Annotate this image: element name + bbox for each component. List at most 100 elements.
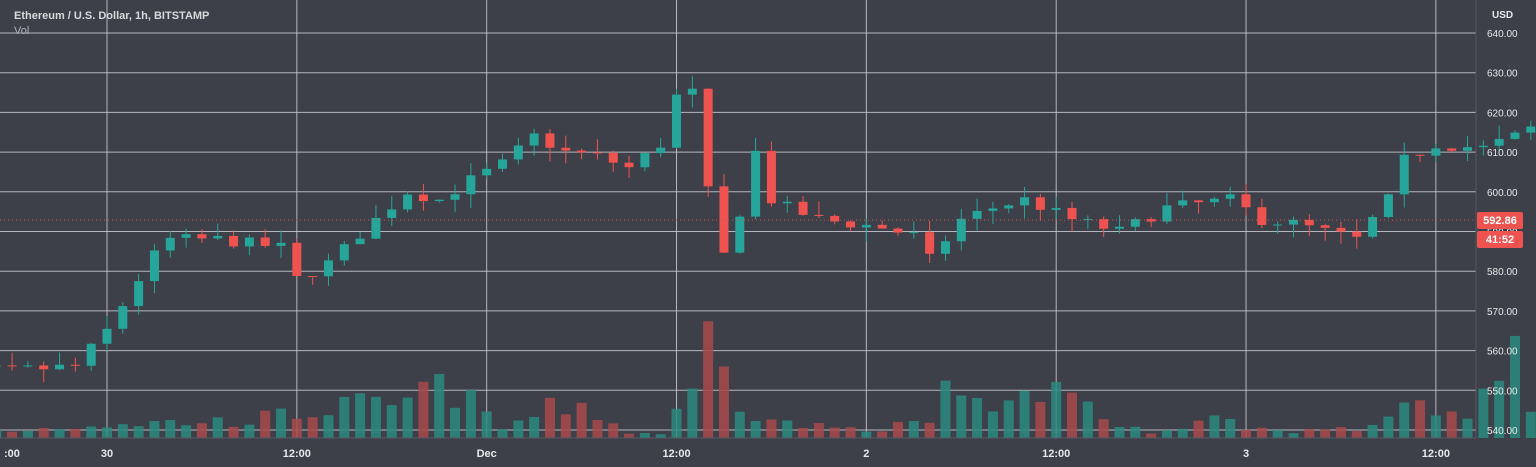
candle-body [1447, 148, 1457, 151]
volume-bar [576, 402, 587, 438]
volume-bar [228, 426, 239, 438]
candle-body [1494, 138, 1504, 146]
candle-body [229, 235, 239, 247]
candle-body [529, 133, 539, 146]
candle-body [1051, 208, 1061, 210]
volume-bar [181, 425, 192, 438]
candle-body [972, 210, 982, 219]
candle-body [39, 365, 49, 370]
symbol-legend[interactable]: Ethereum / U.S. Dollar, 1h, BITSTAMP [14, 10, 210, 22]
candle-body [1004, 205, 1014, 209]
candle-body [498, 159, 507, 169]
candle-body [766, 150, 776, 204]
candle-body [339, 244, 349, 261]
price-axis[interactable]: 540.00550.00560.00570.00580.00590.00600.… [1487, 29, 1518, 437]
candle-body [308, 276, 318, 278]
candle-body [1415, 154, 1425, 156]
candle-body [1114, 226, 1124, 229]
volume-bar [86, 426, 97, 438]
volume-bar [987, 411, 998, 438]
candle-body [877, 224, 887, 229]
volume-bar [1146, 433, 1157, 438]
volume-bar [908, 421, 919, 438]
time-tick-label: 12:00 [283, 448, 311, 460]
time-tick-label: Dec [477, 448, 497, 460]
candle-series [0, 75, 1536, 383]
volume-bar [1193, 420, 1204, 438]
candle-body [1320, 225, 1330, 228]
time-axis[interactable]: :003012:00Dec12:00212:00312:00412:00512:… [4, 448, 1536, 460]
volume-bar [1446, 411, 1457, 438]
candle-body [450, 194, 460, 200]
candle-body [276, 242, 286, 246]
candle-body [956, 218, 966, 242]
candle-body [592, 152, 602, 154]
volume-bar [1019, 390, 1030, 438]
candle-body [1399, 154, 1409, 195]
candle-body [656, 147, 666, 154]
candle-body [1099, 219, 1109, 229]
volume-bar [497, 429, 508, 438]
volume-bar [560, 414, 571, 438]
candle-body [149, 250, 159, 282]
candle-body [323, 260, 333, 277]
candle-body [0, 365, 1, 367]
volume-bar [608, 423, 619, 438]
candle-body [1289, 219, 1298, 225]
volume-bar [38, 427, 49, 438]
volume-bar [450, 407, 461, 438]
candle-body [1067, 208, 1077, 220]
candle-body [1020, 197, 1030, 206]
candle-body [1146, 219, 1156, 222]
candle-body [387, 209, 397, 218]
candle-body [988, 208, 998, 211]
volume-bar [196, 423, 207, 438]
volume-bar [1494, 380, 1505, 438]
candle-body [7, 365, 17, 367]
candle-body [814, 214, 824, 216]
volume-bar [434, 373, 445, 438]
volume-bar [813, 422, 824, 438]
candle-body [260, 237, 270, 246]
candle-body [1035, 197, 1045, 210]
volume-bar [1478, 388, 1489, 438]
candle-body [687, 88, 697, 95]
volume-bar [1383, 416, 1394, 438]
volume-bar [877, 431, 888, 438]
volume-bar [244, 424, 255, 438]
volume-bar [1098, 419, 1109, 438]
volume-bar [1241, 429, 1252, 438]
candle-body [181, 234, 191, 238]
candle-body [830, 215, 840, 222]
candle-body [1241, 194, 1251, 208]
candle-body [1194, 200, 1204, 203]
candle-body [466, 175, 476, 195]
countdown-tag-bg [1477, 231, 1523, 248]
volume-bar [1035, 401, 1046, 438]
volume-bar [624, 433, 635, 438]
candle-body [434, 199, 444, 202]
candle-body [925, 232, 935, 254]
candle-body [719, 186, 729, 253]
volume-bar [687, 388, 698, 438]
candle-body [1336, 227, 1346, 232]
last-price-label: 592.86 [1483, 215, 1517, 227]
candle-body [1162, 205, 1172, 222]
volume-bar [117, 424, 128, 438]
volume-bar [370, 396, 381, 438]
price-tick-label: 630.00 [1487, 69, 1518, 80]
volume-legend[interactable]: Vol [14, 25, 30, 37]
volume-bar [718, 366, 729, 438]
volume-bar [212, 417, 223, 438]
volume-bar [1003, 400, 1014, 438]
candle-body [1130, 219, 1140, 227]
time-tick-label: 2 [863, 448, 869, 460]
candle-body [1178, 200, 1188, 206]
candle-body [940, 241, 950, 254]
volume-bar [1051, 381, 1062, 438]
price-tick-label: 550.00 [1487, 386, 1518, 397]
candle-body [798, 201, 808, 215]
volume-bar [54, 429, 65, 438]
